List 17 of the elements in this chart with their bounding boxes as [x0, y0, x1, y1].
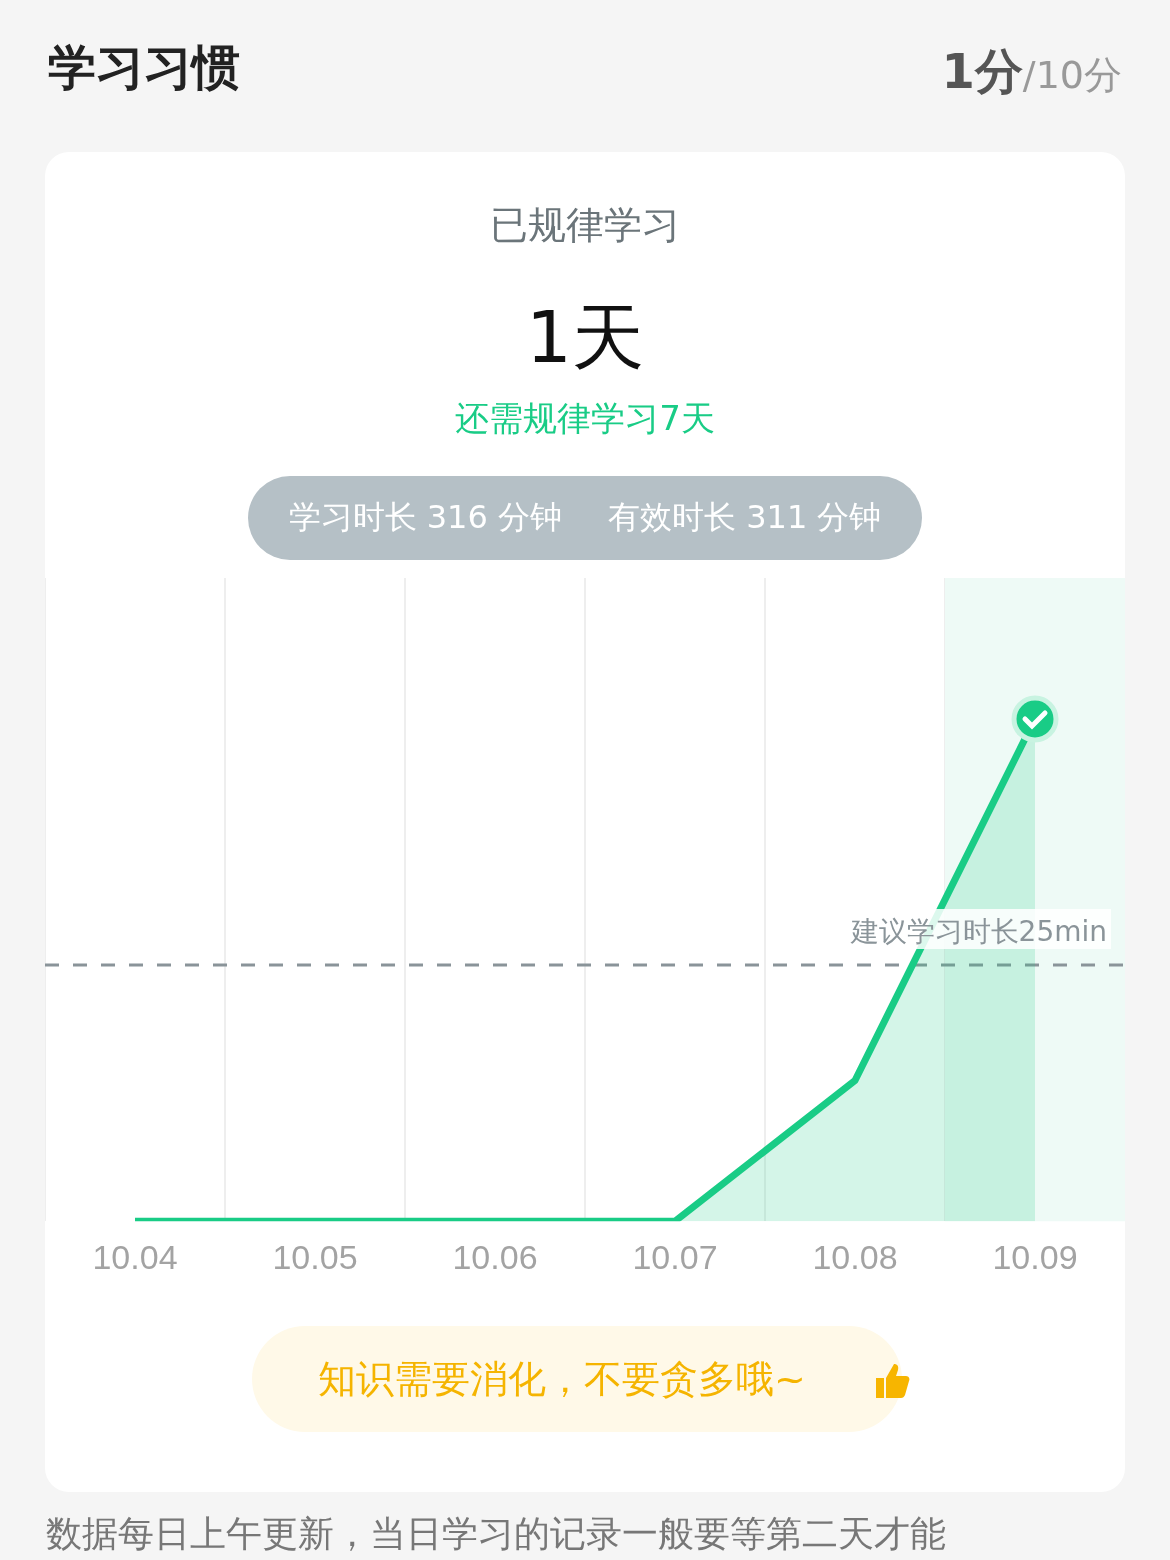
x-tick-label: 10.05: [272, 1237, 358, 1276]
text: 1分: [941, 43, 1023, 99]
text: 有效时长 311 分钟: [608, 497, 882, 538]
text: /10分: [1022, 53, 1122, 97]
text: 数据每日上午更新，当日学习的记录一般要等第二天才能: [46, 1512, 946, 1556]
x-tick-label: 10.04: [92, 1237, 178, 1276]
text: 1天: [525, 294, 645, 381]
text: 还需规律学习7天: [454, 397, 716, 440]
ref-line-label: 建议学习时长25min: [849, 914, 1107, 948]
text: 学习时长 316 分钟: [288, 497, 562, 538]
x-tick-label: 10.08: [812, 1237, 898, 1276]
x-tick-label: 10.07: [632, 1237, 718, 1276]
chart-subtitle: 已规律学习: [489, 202, 681, 249]
text: 知识需要消化，不要贪多哦~: [318, 1355, 806, 1403]
x-tick-label: 10.09: [992, 1237, 1078, 1276]
x-tick-label: 10.06: [452, 1237, 538, 1276]
chart-title: 学习习惯: [48, 38, 240, 97]
